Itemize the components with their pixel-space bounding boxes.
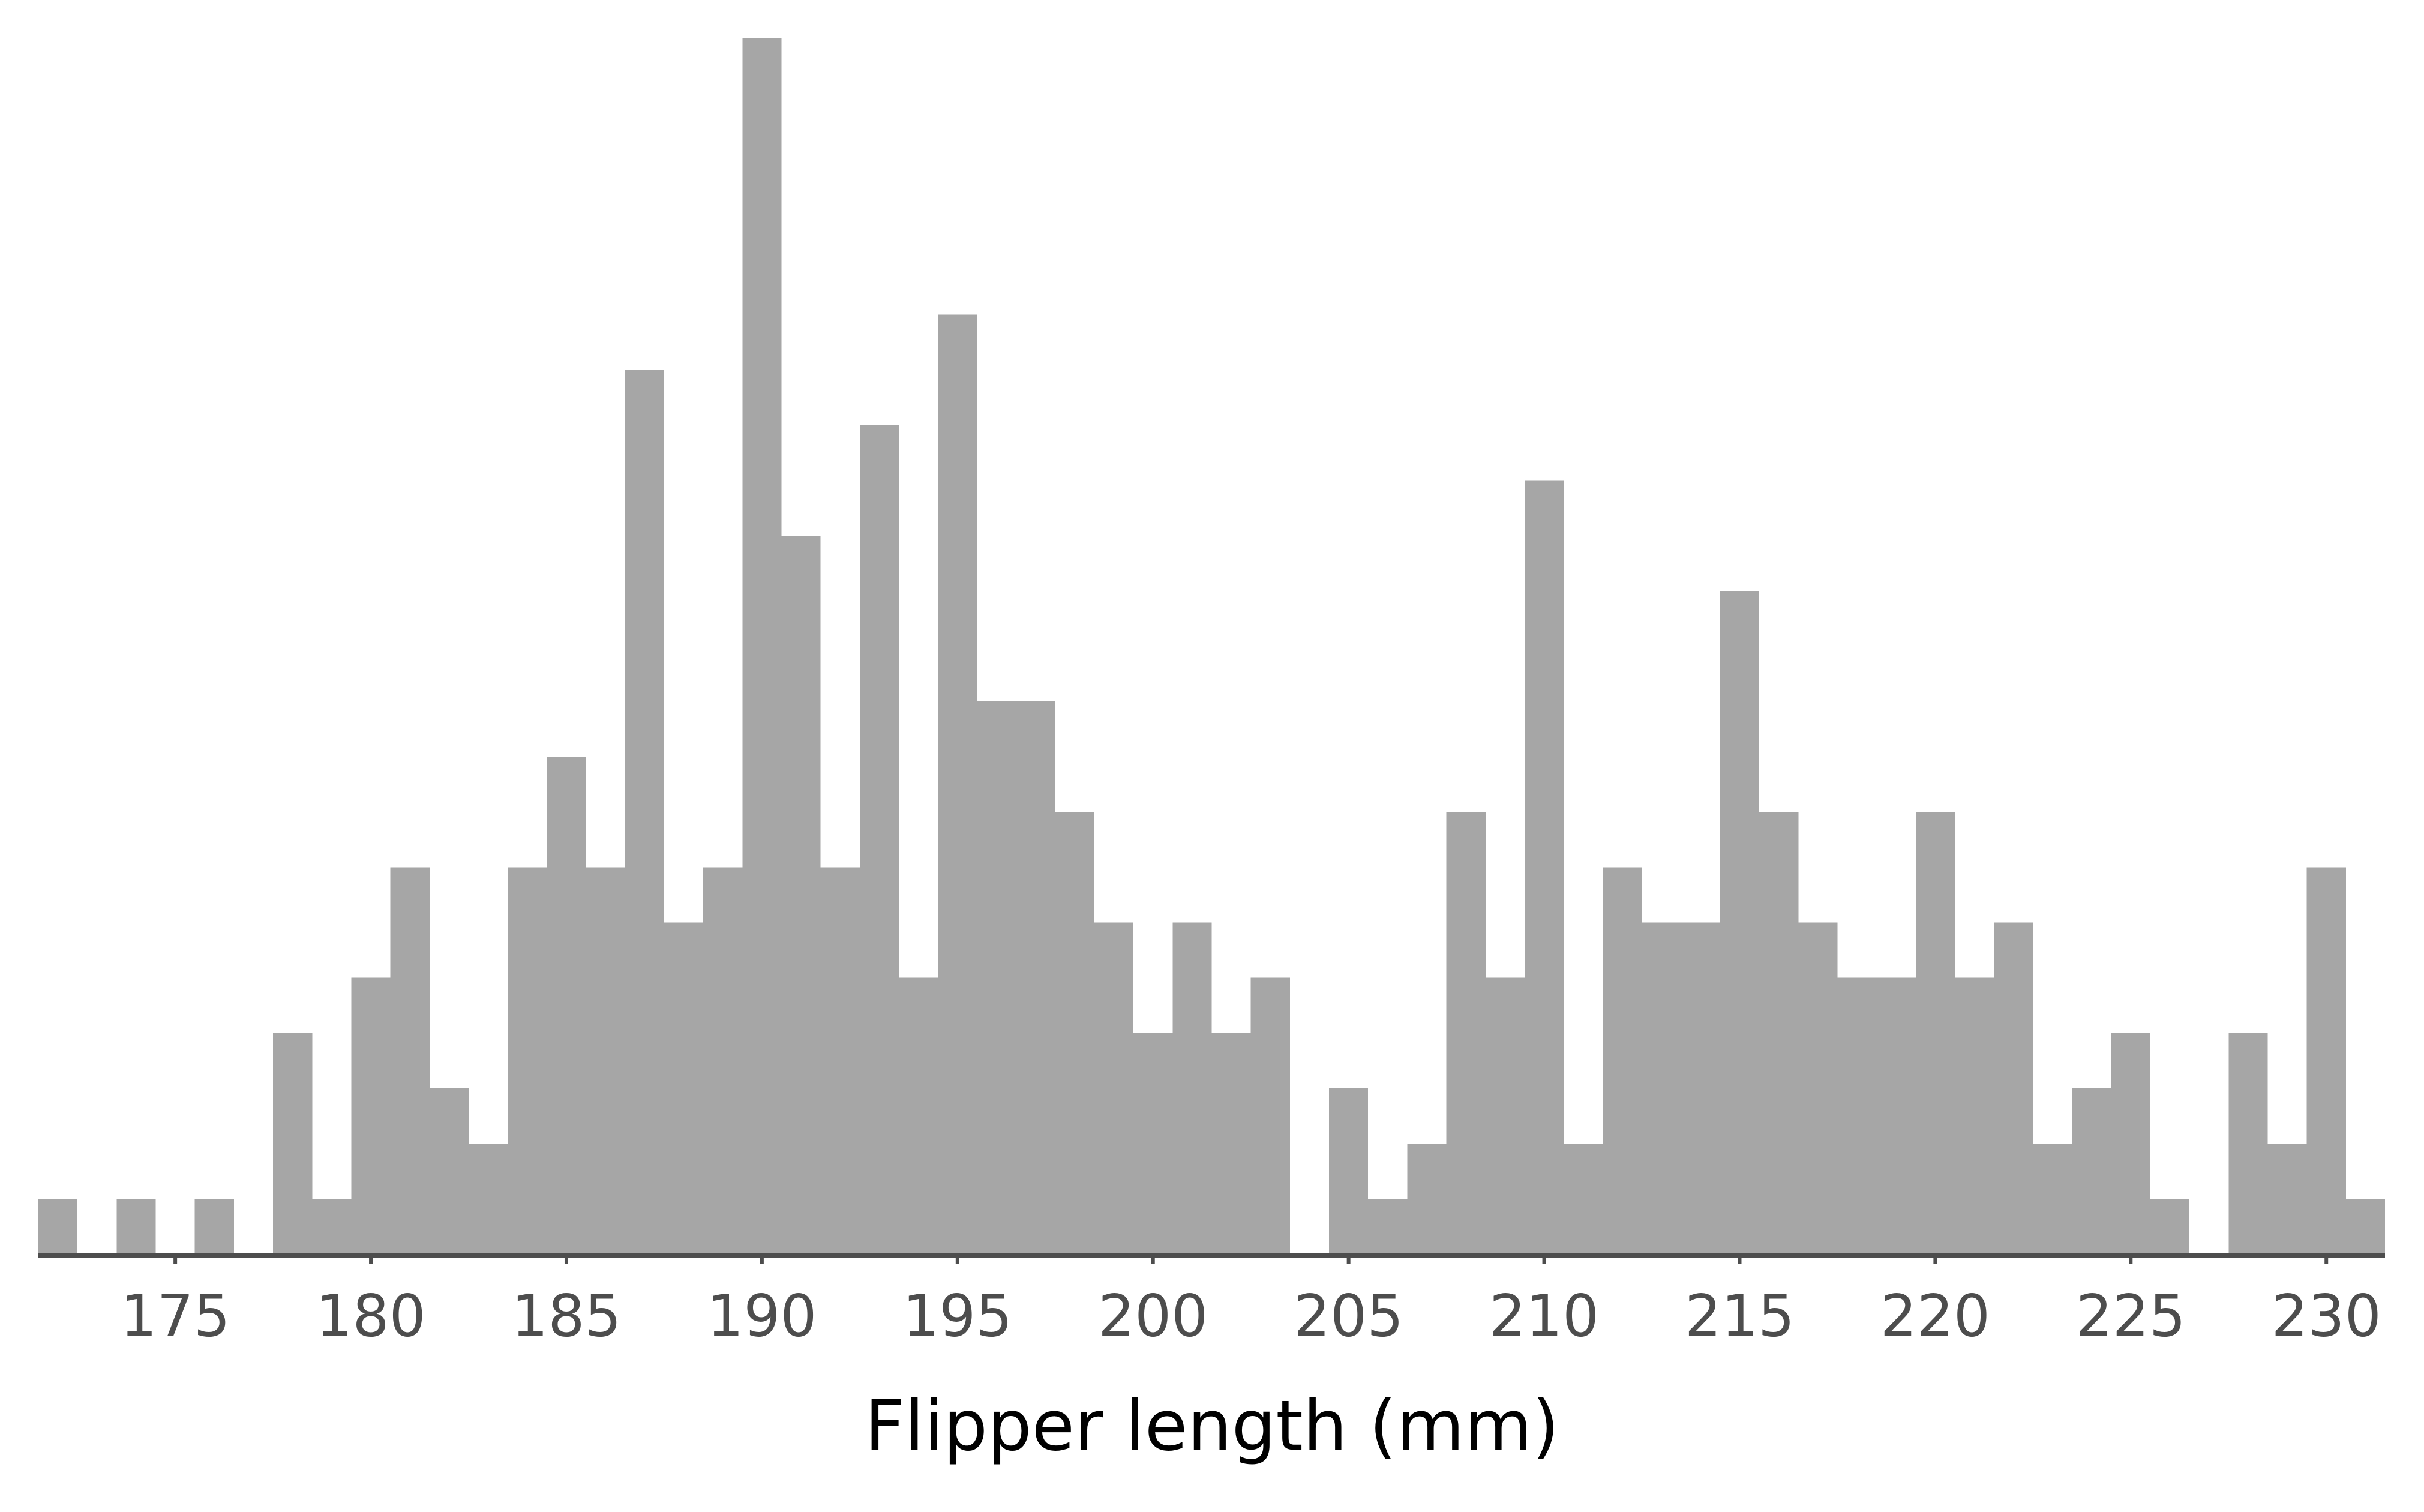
bar (703, 867, 743, 1254)
bar (1915, 812, 1955, 1254)
bar (1485, 977, 1525, 1254)
bar (312, 1198, 352, 1254)
x-tick-label: 210 (1489, 1282, 1599, 1349)
bar (1798, 922, 1838, 1254)
bar (429, 1088, 469, 1254)
bar (1368, 1198, 1408, 1254)
bar (2345, 1198, 2385, 1254)
bar (586, 867, 625, 1254)
bar (938, 314, 977, 1254)
x-tick-label: 220 (1880, 1282, 1990, 1349)
bar (1876, 977, 1916, 1254)
bar (2228, 1033, 2268, 1254)
bar (625, 370, 664, 1255)
bar (1524, 480, 1564, 1254)
x-tick-label: 180 (316, 1282, 425, 1349)
x-axis-title: Flipper length (mm) (865, 1386, 1559, 1467)
x-tick-label: 230 (2272, 1282, 2381, 1349)
bar (1407, 1143, 1447, 1254)
bar (390, 867, 430, 1254)
bar (664, 922, 704, 1254)
x-tick-label: 225 (2076, 1282, 2186, 1349)
bar (2072, 1088, 2111, 1254)
bar (1133, 1033, 1173, 1254)
bar (1329, 1088, 1369, 1254)
bar (116, 1198, 156, 1254)
x-tick-label: 195 (902, 1282, 1012, 1349)
bar (1446, 812, 1486, 1254)
bar (859, 425, 899, 1254)
bar (820, 867, 860, 1254)
bar (781, 535, 821, 1255)
bar (508, 867, 547, 1254)
bar (742, 38, 782, 1254)
bar (351, 977, 391, 1254)
bar (2306, 867, 2346, 1254)
bar (547, 757, 586, 1254)
bar (1642, 922, 1681, 1254)
bar (2150, 1198, 2190, 1254)
bar (1172, 922, 1212, 1254)
bar (194, 1198, 234, 1254)
x-tick-label: 205 (1294, 1282, 1403, 1349)
x-tick-label: 200 (1098, 1282, 1208, 1349)
bar (2033, 1143, 2072, 1254)
bar (1837, 977, 1877, 1254)
bar (977, 701, 1016, 1254)
bar (1211, 1033, 1251, 1254)
bar (1055, 812, 1094, 1254)
x-tick-label: 215 (1685, 1282, 1795, 1349)
bar (1954, 977, 1994, 1254)
bar (1603, 867, 1642, 1254)
bar (1564, 1143, 1603, 1254)
bar (1016, 701, 1055, 1254)
bar (899, 977, 938, 1254)
x-tick-label: 190 (707, 1282, 817, 1349)
bar (1720, 590, 1760, 1254)
bar (1759, 812, 1799, 1254)
bar (1994, 922, 2033, 1254)
bar (1250, 977, 1290, 1254)
bar (2111, 1033, 2150, 1254)
bar (2267, 1143, 2307, 1254)
x-tick-label: 175 (121, 1282, 230, 1349)
bar (1094, 922, 1134, 1254)
bar (469, 1143, 508, 1254)
bar (1681, 922, 1720, 1254)
bar (38, 1198, 78, 1254)
x-tick-label: 185 (511, 1282, 621, 1349)
bar (273, 1033, 313, 1254)
